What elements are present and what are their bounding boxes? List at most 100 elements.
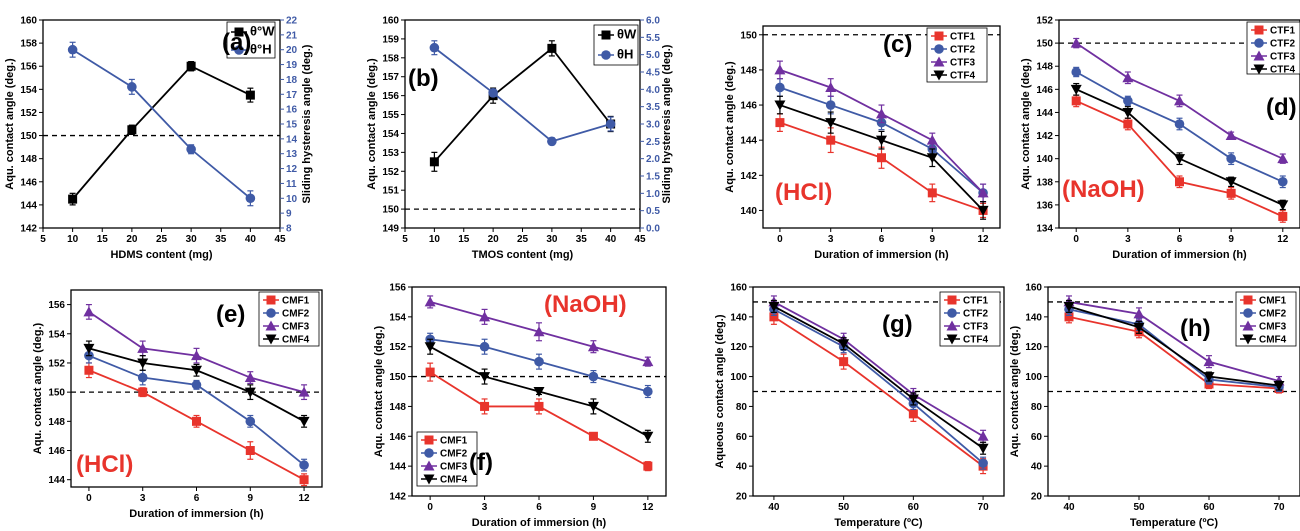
legend-label: CTF1	[1270, 26, 1295, 37]
data-point	[245, 416, 256, 427]
x-axis-label: HDMS content (mg)	[110, 249, 212, 261]
legend-label: CTF3	[1270, 52, 1295, 63]
y2-tick-label: 19	[286, 60, 298, 71]
x-tick-label: 5	[402, 234, 408, 245]
data-point	[588, 371, 599, 382]
data-point	[186, 61, 196, 71]
data-point	[137, 342, 149, 353]
series-line	[773, 316, 984, 467]
y2-axis-label: Sliding hysteresis angle (deg.)	[661, 44, 673, 203]
legend-label: CTF1	[963, 296, 988, 307]
y-tick-label: 140	[1036, 154, 1053, 165]
y-tick-label: 150	[1036, 39, 1053, 50]
data-point	[429, 42, 440, 53]
data-point	[825, 81, 837, 92]
legend-label: CMF2	[440, 449, 468, 460]
series-line	[1068, 305, 1280, 387]
panel-label: (h)	[1180, 315, 1211, 342]
data-point	[127, 82, 137, 92]
data-point	[425, 367, 435, 377]
chart-panel-h: 40 50 60 70 20 40 60 80 100 120 140 160 Temperature …	[1009, 283, 1300, 529]
x-tick-label: 35	[215, 234, 227, 245]
data-point	[774, 64, 786, 75]
chart-panel-c: 0 3 6 9 12 140 142 144 146 148 150 Duration of imme…	[724, 25, 1001, 261]
y-tick-label: 152	[20, 108, 37, 119]
y-tick-label: 157	[382, 72, 399, 83]
y-tick-label: 134	[1036, 224, 1053, 235]
legend-label: CMF1	[440, 436, 468, 447]
y-tick-label: 120	[1025, 342, 1042, 353]
data-point	[774, 100, 786, 111]
x-tick-label: 3	[1125, 234, 1131, 245]
legend-marker	[934, 44, 944, 54]
y-tick-label: 158	[20, 39, 37, 50]
data-point	[547, 136, 557, 147]
legend-label: CTF4	[950, 71, 975, 82]
data-point	[587, 341, 599, 352]
y2-tick-label: 2.5	[646, 137, 660, 148]
panel-label: (c)	[883, 31, 912, 58]
data-point	[127, 125, 137, 135]
series-line	[72, 48, 251, 199]
y-tick-label: 148	[740, 65, 757, 76]
y2-tick-label: 5.0	[646, 50, 660, 61]
legend-label: θ°H	[250, 42, 272, 57]
legend-marker	[946, 320, 958, 331]
x-tick-label: 20	[126, 234, 138, 245]
legend-label: CTF3	[963, 322, 988, 333]
chart-panel-g: 40 50 60 70 20 40 60 80 100 120 140 160 Temperature …	[714, 283, 1005, 529]
x-tick-label: 6	[1177, 234, 1183, 245]
legend-marker	[423, 460, 435, 471]
x-tick-label: 12	[299, 493, 311, 504]
data-point	[977, 430, 989, 441]
y-axis-label: Aqu. contact angle (deg.)	[1020, 58, 1032, 190]
data-point	[67, 44, 78, 55]
data-point	[1070, 84, 1082, 95]
y-tick-label: 148	[389, 402, 406, 413]
data-point	[643, 461, 653, 471]
y-tick-label: 20	[1031, 492, 1043, 503]
data-point	[191, 350, 202, 361]
y-tick-label: 146	[740, 101, 757, 112]
data-point	[876, 108, 887, 119]
x-tick-label: 40	[1063, 502, 1075, 513]
y2-tick-label: 22	[286, 16, 298, 27]
legend-label: CTF2	[1270, 39, 1295, 50]
legend-label: θ°W	[250, 24, 275, 39]
y-tick-label: 154	[389, 312, 406, 323]
data-point	[876, 135, 887, 146]
x-tick-label: 10	[429, 234, 441, 245]
y-tick-label: 146	[1036, 85, 1053, 96]
x-tick-label: 9	[591, 502, 597, 513]
data-point	[977, 187, 989, 198]
data-point	[479, 341, 490, 352]
legend-label: CMF3	[1259, 322, 1287, 333]
data-point	[926, 134, 938, 145]
legend-label: CMF1	[282, 296, 310, 307]
y-tick-label: 60	[736, 432, 748, 443]
y-tick-label: 144	[20, 200, 37, 211]
data-point	[1226, 188, 1236, 198]
series-line	[1068, 301, 1280, 382]
data-point	[838, 339, 850, 350]
series-line	[433, 47, 611, 143]
y-tick-label: 160	[20, 16, 37, 27]
chart-panel-b: 5 10 15 20 25 30 35 40 45 149 150 151 152 153 154 155 15…	[366, 16, 673, 262]
data-point	[245, 446, 255, 456]
y-tick-label: 150	[48, 388, 65, 399]
legend-marker	[947, 308, 957, 318]
y2-tick-label: 1.0	[646, 189, 660, 200]
x-tick-label: 12	[1277, 234, 1289, 245]
data-point	[137, 372, 148, 383]
x-axis-label: TMOS content (mg)	[472, 249, 574, 261]
y-tick-label: 146	[48, 446, 65, 457]
y2-tick-label: 21	[286, 30, 298, 41]
chart-panel-f: 0 3 6 9 12 142 144 146 148 150 152 154 156 Duration o…	[373, 283, 667, 529]
legend-label: CTF4	[963, 335, 988, 346]
data-point	[1123, 119, 1133, 129]
data-point	[547, 43, 557, 53]
data-point	[978, 458, 988, 468]
data-point	[299, 460, 309, 470]
y-tick-label: 150	[382, 205, 399, 216]
y-tick-label: 152	[48, 358, 65, 369]
